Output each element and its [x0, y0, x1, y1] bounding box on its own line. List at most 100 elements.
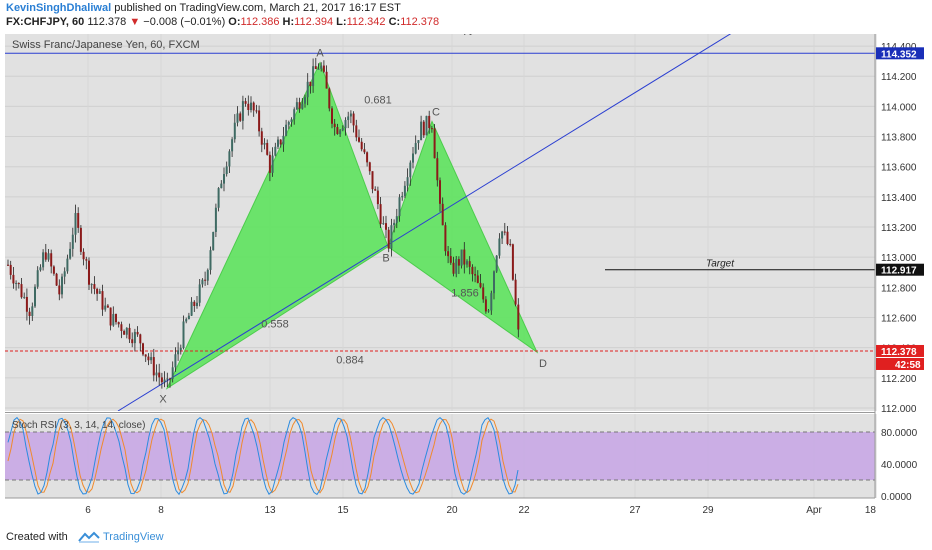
- candle-body: [420, 121, 423, 141]
- candle-body: [306, 81, 309, 98]
- candle-body: [490, 293, 493, 311]
- tradingview-logo-icon: [78, 531, 100, 543]
- candle-body: [452, 262, 455, 274]
- candle-body: [360, 141, 363, 150]
- candle-body: [436, 158, 439, 181]
- candle-body: [120, 324, 123, 331]
- candle-body: [42, 252, 45, 268]
- price-badge: [876, 263, 924, 276]
- tradingview-brand[interactable]: TradingView: [103, 531, 164, 543]
- candle-body: [241, 101, 244, 121]
- indicator-title: Stoch RSI (3, 3, 14, 14, close): [12, 420, 145, 431]
- x-tick-label: 18: [865, 505, 877, 516]
- candle-body: [495, 255, 498, 272]
- candle-body: [398, 197, 401, 217]
- candle-body: [247, 103, 250, 110]
- candle-body: [36, 270, 39, 287]
- low-value: 112.342: [346, 16, 386, 28]
- candle-body: [96, 288, 99, 294]
- candle-body: [374, 189, 377, 191]
- price-badge-label: 112.378: [881, 347, 917, 358]
- candle-body: [252, 102, 255, 111]
- candle-body: [47, 253, 50, 260]
- candle-body: [77, 213, 80, 228]
- candle-body: [196, 302, 198, 307]
- candle-body: [371, 171, 374, 190]
- candle-body: [336, 127, 339, 135]
- candle-body: [287, 122, 290, 125]
- y-tick-label: 114.200: [881, 72, 917, 83]
- candle-body: [231, 139, 234, 152]
- candle-body: [309, 81, 312, 87]
- candle-body: [382, 223, 385, 225]
- candle-body: [255, 110, 258, 112]
- candle-body: [439, 180, 441, 204]
- candle-body: [422, 121, 425, 136]
- candle-body: [393, 222, 396, 226]
- close-value: 112.378: [400, 16, 440, 28]
- candle-body: [155, 372, 158, 376]
- price-chart[interactable]: X A B C D 0.681 0.558 1.856 0.884 Target Spyha 114…: [0, 34, 932, 525]
- candle-body: [322, 65, 325, 72]
- candle-body: [187, 315, 190, 320]
- pattern-point-x: X: [159, 393, 167, 405]
- candle-body: [61, 276, 63, 295]
- candle-body: [279, 139, 282, 145]
- ratio-label: 0.681: [364, 94, 392, 106]
- candle-body: [139, 334, 142, 344]
- candle-body: [395, 216, 398, 223]
- partial-top-text: Spyha: [458, 34, 487, 36]
- candle-body: [425, 115, 428, 136]
- candle-body: [236, 113, 239, 123]
- candle-body: [406, 177, 409, 186]
- candle-body: [509, 243, 512, 245]
- candle-body: [339, 130, 342, 135]
- candle-body: [314, 66, 317, 69]
- candle-body: [409, 162, 412, 178]
- high-label: H:: [282, 16, 295, 28]
- candle-body: [417, 140, 420, 144]
- countdown-badge: [876, 357, 924, 370]
- candle-body: [428, 115, 431, 129]
- x-tick-label: 15: [337, 505, 349, 516]
- candle-body: [190, 301, 193, 316]
- candle-body: [150, 357, 153, 361]
- ratio-label: 1.856: [451, 287, 479, 299]
- candle-body: [182, 321, 185, 348]
- candle-body: [15, 282, 18, 284]
- price-badge: [876, 47, 924, 60]
- candle-body: [206, 269, 209, 281]
- candle-body: [220, 183, 223, 189]
- stoch-y-tick-label: 0.0000: [881, 492, 912, 503]
- candle-body: [517, 304, 520, 330]
- publish-info: KevinSinghDhaliwal published on TradingV…: [6, 2, 401, 14]
- candle-body: [233, 122, 236, 140]
- candle-body: [250, 102, 252, 110]
- candle-body: [312, 66, 315, 87]
- candle-body: [285, 124, 288, 136]
- open-value: 112.386: [240, 16, 280, 28]
- candle-body: [325, 71, 328, 89]
- candle-body: [185, 319, 188, 322]
- author-link[interactable]: KevinSinghDhaliwal: [6, 2, 112, 14]
- candle-body: [493, 271, 495, 294]
- pane-title: Swiss Franc/Japanese Yen, 60, FXCM: [12, 39, 200, 51]
- price-badge-label: 114.352: [881, 49, 917, 60]
- price-badge-label: 112.917: [881, 266, 917, 277]
- candle-body: [433, 128, 436, 159]
- candle-body: [204, 279, 207, 281]
- candle-body: [104, 305, 107, 310]
- candle-body: [266, 142, 269, 155]
- candle-body: [12, 274, 15, 284]
- stoch-y-tick-label: 40.0000: [881, 460, 918, 471]
- candle-body: [174, 354, 177, 368]
- symbol: FX:CHFJPY, 60: [6, 16, 85, 28]
- candle-body: [352, 113, 355, 126]
- candle-body: [474, 274, 477, 276]
- candle-body: [193, 301, 196, 307]
- pattern-point-b: B: [382, 253, 389, 265]
- candle-body: [293, 109, 296, 120]
- candle-body: [142, 343, 144, 355]
- candle-body: [58, 285, 61, 295]
- candle-body: [471, 266, 474, 275]
